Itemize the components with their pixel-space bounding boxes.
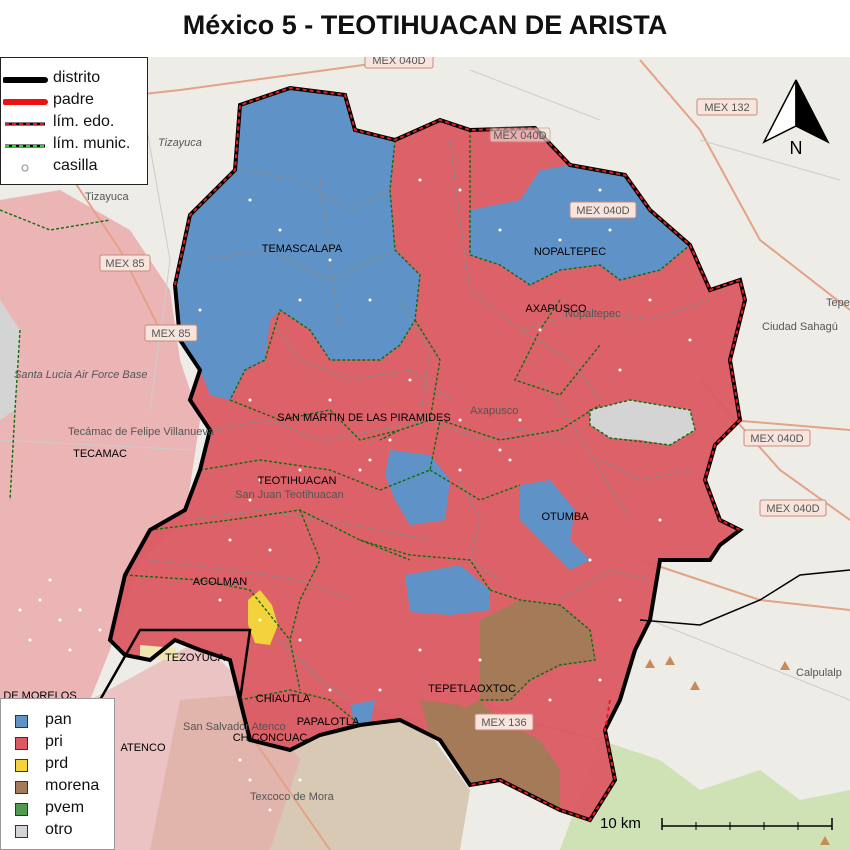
green-area [560, 740, 850, 850]
casillas [18, 178, 692, 812]
legend-prd: prd [15, 755, 115, 777]
legend-padre: padre [1, 90, 149, 112]
legend-casilla: casilla [1, 156, 149, 178]
svg-text:AXAPUSCO: AXAPUSCO [525, 303, 587, 315]
svg-text:Tepe: Tepe [826, 297, 850, 309]
terrain-markers [645, 656, 830, 845]
municipality-labels: TEMASCALAPA NOPALTEPEC AXAPUSCO SAN MART… [3, 243, 606, 754]
svg-text:MEX 85: MEX 85 [151, 328, 190, 340]
district-outline-sw [98, 628, 252, 701]
state-boundary-east [639, 569, 850, 626]
legend-label: casilla [53, 157, 98, 174]
scale-label: 10 km [600, 815, 641, 832]
svg-text:Texcoco de Mora: Texcoco de Mora [250, 791, 335, 803]
legend-label: padre [53, 91, 94, 108]
legend-label: lím. munic. [53, 135, 131, 152]
district-5[interactable] [110, 88, 745, 820]
north-arrow: N [760, 78, 832, 158]
line-legend: distrito padre lím. edo. lím. munic. cas… [0, 57, 148, 185]
legend-morena: morena [15, 777, 115, 799]
minor-roads [0, 69, 850, 701]
swatch-morena [15, 781, 28, 794]
svg-text:ACOLMAN: ACOLMAN [193, 576, 247, 588]
svg-text:Nopaltepec: Nopaltepec [565, 308, 621, 320]
svg-text:Calpulalp: Calpulalp [796, 667, 842, 679]
svg-text:MEX 040D: MEX 040D [750, 433, 803, 445]
road-shields: MEX 040D MEX 132 MEX 040D MEX 040D MEX 0… [99, 57, 827, 731]
svg-text:CHICONCUAC: CHICONCUAC [233, 732, 308, 744]
legend-label: distrito [53, 69, 101, 86]
svg-text:San Salvador Atenco: San Salvador Atenco [183, 721, 286, 733]
swatch-otro [15, 825, 28, 838]
legend-lim-munic: lím. munic. [1, 134, 149, 156]
swatch-pri [15, 737, 28, 750]
scale-bar: 10 km [600, 812, 840, 844]
legend-distrito: distrito [1, 68, 149, 90]
svg-text:PAPALOTLA: PAPALOTLA [297, 716, 360, 728]
legend-label: lím. edo. [53, 113, 115, 130]
svg-text:ATENCO: ATENCO [120, 742, 165, 754]
legend-lim-edo: lím. edo. [1, 112, 149, 134]
legend-pvem: pvem [15, 799, 115, 821]
party-legend: pan pri prd morena pvem otro [0, 698, 115, 850]
map-title: México 5 - TEOTIHUACAN DE ARISTA [182, 10, 668, 40]
municipal-limits [0, 130, 696, 726]
svg-text:CHIAUTLA: CHIAUTLA [256, 693, 311, 705]
section-lines [149, 139, 711, 701]
svg-text:MEX 132: MEX 132 [704, 102, 749, 114]
swatch-pan [15, 715, 28, 728]
swatch-prd [15, 759, 28, 772]
svg-text:Ciudad Sahagú: Ciudad Sahagú [762, 321, 838, 333]
swatch-pvem [15, 803, 28, 816]
svg-text:San Juan Teotihuacan: San Juan Teotihuacan [235, 489, 344, 501]
svg-text:Santa Lucia Air Force Base: Santa Lucia Air Force Base [14, 369, 148, 381]
legend-otro: otro [15, 821, 115, 843]
svg-text:TEMASCALAPA: TEMASCALAPA [262, 243, 343, 255]
background-labels: Tizayuca Tizayuca Santa Lucia Air Force … [14, 137, 850, 803]
svg-text:NOPALTEPEC: NOPALTEPEC [534, 246, 606, 258]
svg-text:Axapusco: Axapusco [470, 405, 518, 417]
state-limit-line [174, 86, 747, 531]
svg-text:Tizayuca: Tizayuca [158, 137, 202, 149]
svg-text:MEX 85: MEX 85 [105, 258, 144, 270]
svg-text:Tizayuca: Tizayuca [85, 191, 129, 203]
legend-label: morena [45, 777, 100, 794]
svg-text:MEX 040D: MEX 040D [766, 503, 819, 515]
svg-text:TEZOYUCA: TEZOYUCA [165, 652, 226, 664]
svg-text:TEPETLAOXTOC: TEPETLAOXTOC [428, 683, 516, 695]
north-arrow-icon: N [762, 79, 830, 158]
map-svg: MEX 040D MEX 132 MEX 040D MEX 040D MEX 0… [0, 57, 850, 850]
legend-label: pan [45, 711, 72, 728]
svg-text:TEOTIHUACAN: TEOTIHUACAN [258, 475, 337, 487]
legend-label: pvem [45, 799, 85, 816]
neighbor-gray [0, 300, 20, 420]
legend-pri: pri [15, 733, 115, 755]
north-label: N [790, 138, 803, 158]
svg-text:MEX 040D: MEX 040D [372, 57, 425, 67]
state-limit-line-2 [469, 699, 617, 822]
svg-text:TECAMAC: TECAMAC [73, 448, 127, 460]
map-area[interactable]: MEX 040D MEX 132 MEX 040D MEX 040D MEX 0… [0, 57, 850, 850]
svg-text:OTUMBA: OTUMBA [541, 511, 589, 523]
legend-label: prd [45, 755, 69, 772]
legend-label: pri [45, 733, 63, 750]
svg-text:MEX 040D: MEX 040D [493, 130, 546, 142]
svg-text:SAN MARTIN DE LAS PIRAMIDES: SAN MARTIN DE LAS PIRAMIDES [277, 412, 450, 424]
svg-text:MEX 040D: MEX 040D [576, 205, 629, 217]
svg-text:Tecámac de Felipe Villanueva: Tecámac de Felipe Villanueva [68, 426, 215, 438]
legend-pan: pan [15, 711, 115, 733]
svg-text:MEX 136: MEX 136 [481, 717, 526, 729]
legend-label: otro [45, 821, 73, 838]
